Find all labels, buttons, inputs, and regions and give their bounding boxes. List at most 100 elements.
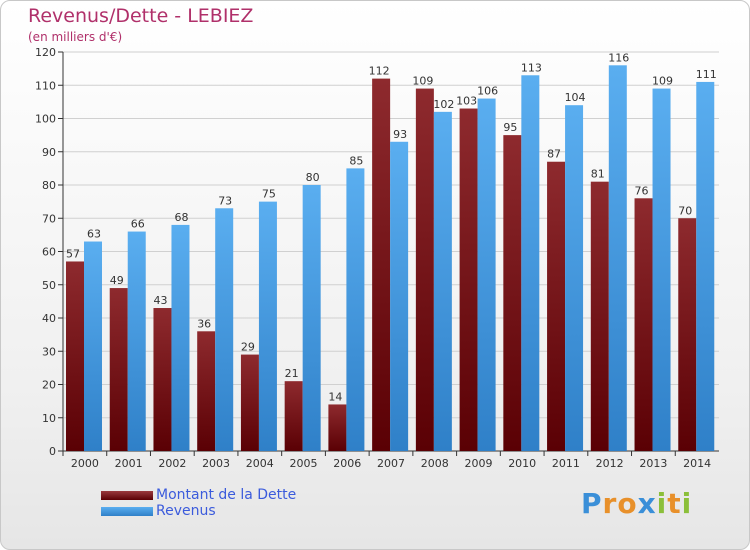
debt-data-label: 36 <box>197 317 211 330</box>
revenue-bar <box>390 141 409 451</box>
debt-data-label: 14 <box>328 390 342 403</box>
debt-data-label: 87 <box>547 148 561 161</box>
revenue-data-label: 113 <box>521 61 542 74</box>
revenue-data-label: 85 <box>349 154 363 167</box>
debt-bar <box>634 198 653 451</box>
proxiti-logo[interactable]: Proxiti <box>581 487 692 520</box>
debt-bar <box>503 135 522 451</box>
x-tick-label: 2004 <box>246 457 274 470</box>
y-tick-label: 120 <box>35 46 56 59</box>
y-tick-label: 100 <box>35 113 56 126</box>
x-tick-label: 2001 <box>115 457 143 470</box>
legend-label-debt: Montant de la Dette <box>156 487 297 503</box>
logo-letter: i <box>656 487 668 520</box>
revenue-data-label: 102 <box>433 98 454 111</box>
revenue-bar <box>127 231 146 451</box>
revenue-bar <box>608 65 627 452</box>
x-tick-label: 2005 <box>290 457 318 470</box>
debt-data-label: 21 <box>285 367 299 380</box>
debt-data-label: 70 <box>678 204 692 217</box>
debt-bar <box>66 261 84 451</box>
revenue-data-label: 106 <box>477 85 498 98</box>
revenue-bar <box>477 98 496 452</box>
debt-bar <box>678 218 697 451</box>
logo-letter: t <box>667 487 682 520</box>
x-tick-label: 2008 <box>421 457 449 470</box>
x-tick-label: 2006 <box>333 457 361 470</box>
revenue-bar <box>696 81 715 452</box>
debt-bar <box>328 404 347 451</box>
revenue-data-label: 73 <box>218 194 232 207</box>
y-tick-label: 80 <box>42 179 56 192</box>
debt-bar <box>109 288 128 451</box>
chart-subtitle: (en milliers d'€) <box>28 30 123 44</box>
revenue-data-label: 116 <box>608 51 629 64</box>
revenue-data-label: 66 <box>131 218 145 231</box>
debt-data-label: 109 <box>412 75 433 88</box>
x-tick-label: 2007 <box>377 457 405 470</box>
debt-data-label: 112 <box>369 65 390 78</box>
revenue-bar <box>433 111 452 451</box>
debt-data-label: 57 <box>66 247 80 260</box>
debt-bar <box>153 308 172 451</box>
debt-bar <box>547 161 566 451</box>
debt-data-label: 103 <box>456 95 477 108</box>
y-tick-label: 110 <box>35 79 56 92</box>
bars <box>66 65 715 452</box>
revenue-bar <box>258 201 277 451</box>
x-tick-label: 2009 <box>464 457 492 470</box>
x-tick-label: 2010 <box>508 457 536 470</box>
x-tick-label: 2011 <box>552 457 580 470</box>
x-tick-label: 2014 <box>683 457 711 470</box>
revenue-data-label: 93 <box>393 128 407 141</box>
debt-bar <box>590 181 609 452</box>
chart-title: Revenus/Dette - LEBIEZ <box>28 5 254 27</box>
y-tick-label: 10 <box>42 412 56 425</box>
revenue-data-label: 68 <box>174 211 188 224</box>
debt-bar <box>240 354 259 451</box>
y-tick-label: 50 <box>42 279 56 292</box>
logo-letter: x <box>637 487 657 520</box>
revenue-data-label: 111 <box>696 68 717 81</box>
revenue-data-label: 75 <box>262 188 276 201</box>
revenue-bar <box>652 88 671 451</box>
x-tick-label: 2012 <box>596 457 624 470</box>
revenue-bar <box>171 224 190 451</box>
debt-data-label: 76 <box>635 184 649 197</box>
debt-data-label: 95 <box>503 121 517 134</box>
revenue-bar <box>302 185 321 451</box>
logo-letter: o <box>617 487 638 520</box>
debt-bar <box>459 108 478 452</box>
debt-data-label: 49 <box>110 274 124 287</box>
debt-bar <box>415 88 434 451</box>
y-tick-label: 20 <box>42 379 56 392</box>
legend-label-revenue: Revenus <box>156 503 216 519</box>
debt-bar <box>284 381 303 451</box>
x-tick-label: 2003 <box>202 457 230 470</box>
revenue-bar <box>84 241 102 451</box>
y-tick-label: 60 <box>42 246 56 259</box>
y-tick-label: 70 <box>42 212 56 225</box>
y-tick-label: 0 <box>49 445 56 458</box>
debt-data-label: 81 <box>591 168 605 181</box>
revenue-bar <box>521 75 540 452</box>
logo-letter: P <box>581 487 603 520</box>
revenue-data-label: 63 <box>87 228 101 241</box>
debt-bar <box>197 331 216 451</box>
revenue-bar <box>346 168 365 451</box>
legend-swatch-debt <box>101 491 153 500</box>
debt-data-label: 43 <box>153 294 167 307</box>
x-tick-label: 2013 <box>639 457 667 470</box>
revenue-data-label: 104 <box>565 91 586 104</box>
x-tick-label: 2000 <box>71 457 99 470</box>
y-tick-label: 40 <box>42 312 56 325</box>
legend-swatch-revenue <box>101 507 153 516</box>
revenue-data-label: 109 <box>652 75 673 88</box>
revenue-bar <box>215 208 234 451</box>
debt-data-label: 29 <box>241 341 255 354</box>
axes: 0 10 20 30 40 50 60 70 80 90 100 110 120 2000 2001 2002… <box>35 46 719 470</box>
debt-bar <box>372 78 391 451</box>
logo-letter: i <box>681 487 693 520</box>
